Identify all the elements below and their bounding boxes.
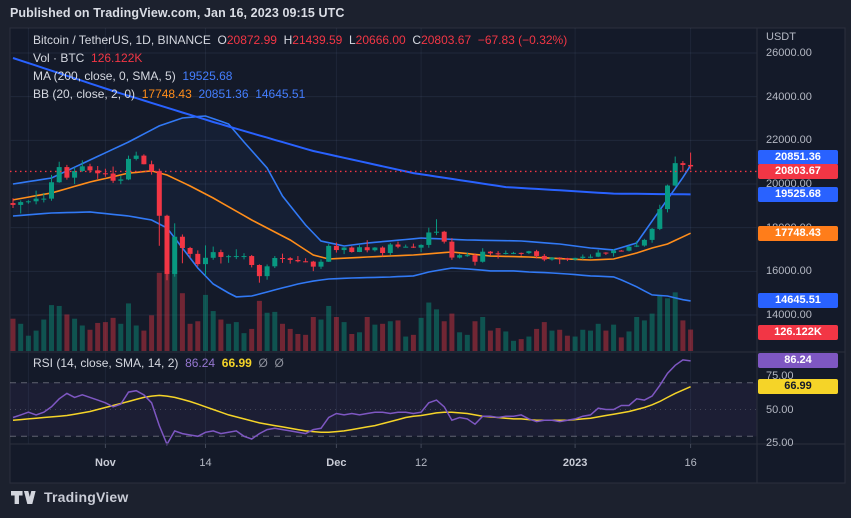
legend-part: 20851.36	[198, 87, 249, 101]
price-tick-label: 22000.00	[766, 134, 812, 147]
legend-part: 126.122K	[91, 51, 143, 65]
rsi-tick-label: 25.00	[766, 437, 794, 449]
footer-watermark[interactable]: TradingView	[11, 489, 128, 505]
legend-part: C	[405, 33, 422, 47]
price-badge-ma200: 19525.68	[758, 186, 838, 202]
ma-row[interactable]: MA (200, close, 0, SMA, 5) 19525.68	[33, 67, 567, 85]
legend-part: 20666.00	[355, 33, 406, 47]
price-tick-label: 14000.00	[766, 309, 812, 321]
legend-part: L	[342, 33, 356, 47]
price-badge-bb-lower: 14645.51	[758, 293, 838, 309]
rsi-badge: 66.99	[758, 379, 838, 395]
rsi-legend[interactable]: RSI (14, close, SMA, 14, 2) 86.24 66.99 …	[33, 356, 284, 370]
legend-part: O	[210, 33, 227, 47]
legend-part	[215, 356, 222, 370]
rsi-tick-label: 50.00	[766, 403, 794, 416]
legend-part: Ø Ø	[251, 356, 284, 370]
legend-part: Bitcoin / TetherUS, 1D, BINANCE	[33, 33, 211, 47]
legend-part: RSI (14, close, SMA, 14, 2)	[33, 356, 186, 370]
price-badge-bb-upper: 20851.36	[758, 149, 838, 165]
symbol-row[interactable]: Bitcoin / TetherUS, 1D, BINANCE O20872.9…	[33, 31, 567, 49]
tradingview-wordmark: TradingView	[44, 489, 129, 505]
price-tick-label: 16000.00	[766, 265, 812, 278]
legend-part: 20872.99	[226, 33, 277, 47]
legend-part: −67.83 (−0.32%)	[471, 33, 568, 47]
time-axis-label: Nov	[95, 457, 116, 469]
price-axis-unit: USDT	[766, 31, 796, 43]
time-axis-label: 2023	[562, 457, 588, 469]
price-tick-label: 26000.00	[766, 46, 812, 59]
time-axis-label: Dec	[326, 457, 347, 469]
legend-part: 21439.59	[292, 33, 343, 47]
tradingview-logo-icon	[11, 490, 36, 505]
rsi-tick-label: 75.00	[766, 370, 794, 382]
legend-part: 20803.67	[421, 33, 472, 47]
legend-part: 17748.43	[141, 87, 192, 101]
price-badge-bb-basis: 17748.43	[758, 225, 838, 241]
legend-part: H	[276, 33, 293, 47]
chart-legend[interactable]: Bitcoin / TetherUS, 1D, BINANCE O20872.9…	[33, 31, 567, 103]
rsi-badge: 86.24	[758, 353, 838, 369]
legend-part: 19525.68	[182, 69, 233, 83]
legend-part: 86.24	[185, 356, 216, 370]
price-tick-label: 24000.00	[766, 90, 812, 103]
price-badge-volume: 126.122K	[758, 325, 838, 341]
legend-part: 66.99	[221, 356, 252, 370]
legend-part: Vol · BTC	[33, 51, 92, 65]
time-axis-label: 14	[199, 457, 212, 469]
volume-row[interactable]: Vol · BTC 126.122K	[33, 49, 567, 67]
bb-row[interactable]: BB (20, close, 2, 0) 17748.43 20851.36 1…	[33, 85, 567, 103]
time-axis-label: 12	[414, 457, 428, 469]
price-badge-last-price: 20803.67	[758, 163, 838, 179]
time-axis-label: 16	[684, 457, 697, 469]
legend-part: BB (20, close, 2, 0)	[33, 87, 142, 101]
legend-part: MA (200, close, 0, SMA, 5)	[33, 69, 183, 83]
published-caption: Published on TradingView.com, Jan 16, 20…	[10, 6, 345, 20]
legend-part: 14645.51	[255, 87, 306, 101]
